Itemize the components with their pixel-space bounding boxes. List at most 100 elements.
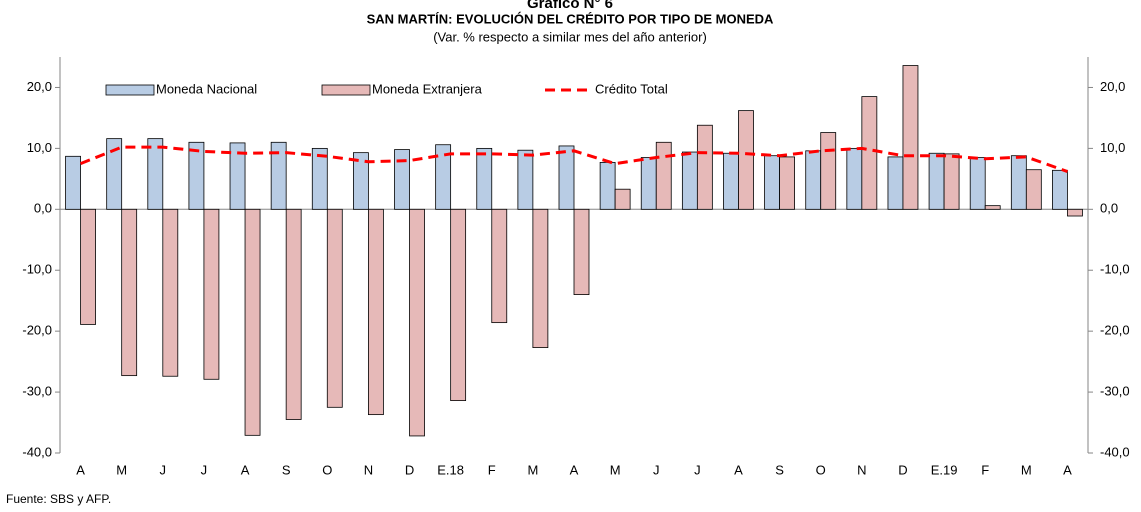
- legend-swatch: [321, 84, 371, 96]
- x-tick-label: M: [527, 462, 538, 477]
- y-tick-label: -20,0: [22, 323, 52, 338]
- bar: [285, 208, 302, 420]
- x-tick-label: E.19: [931, 462, 958, 477]
- x-tick-label: A: [241, 462, 250, 477]
- x-tick-label: M: [116, 462, 127, 477]
- x-tick-label: A: [1063, 462, 1072, 477]
- bar: [928, 152, 945, 210]
- y-tick-label: 20,0: [27, 79, 52, 94]
- bar: [517, 149, 534, 210]
- bar: [311, 147, 328, 210]
- bar: [80, 208, 96, 325]
- bar: [1052, 169, 1068, 210]
- bar: [491, 208, 508, 324]
- chart-note: (Var. % respecto a similar mes del año a…: [433, 29, 707, 44]
- x-tick-label: O: [322, 462, 332, 477]
- y2-tick-label: 20,0: [1100, 79, 1125, 94]
- y-tick-label: 0,0: [34, 201, 52, 216]
- y2-tick-label: -40,0: [1100, 444, 1130, 459]
- x-tick-label: J: [160, 462, 167, 477]
- y-tick-label: -10,0: [22, 262, 52, 277]
- bar: [820, 132, 837, 210]
- x-tick-label: M: [610, 462, 621, 477]
- bar: [723, 152, 739, 210]
- bar: [476, 147, 493, 210]
- bar: [147, 138, 164, 210]
- x-tick-label: J: [694, 462, 701, 477]
- x-tick-label: D: [405, 462, 414, 477]
- bar: [655, 141, 672, 210]
- x-tick-label: O: [816, 462, 826, 477]
- bar: [779, 156, 795, 210]
- bar: [270, 141, 287, 210]
- legend-swatch: [105, 84, 155, 96]
- legend-label: Moneda Nacional: [156, 81, 257, 96]
- line: [80, 145, 1068, 173]
- bar: [738, 110, 754, 210]
- bar: [681, 151, 698, 210]
- bar: [203, 208, 220, 380]
- y2-tick-label: -30,0: [1100, 384, 1130, 399]
- bar: [943, 153, 960, 210]
- bar: [573, 208, 590, 295]
- x-tick-label: N: [364, 462, 373, 477]
- bar: [326, 208, 343, 408]
- x-tick-label: J: [201, 462, 208, 477]
- bar: [244, 208, 261, 436]
- bar: [409, 208, 425, 437]
- bar: [121, 208, 138, 377]
- bar: [969, 157, 986, 210]
- x-tick-label: S: [282, 462, 291, 477]
- bar: [805, 150, 822, 210]
- x-tick-label: E.18: [437, 462, 464, 477]
- x-tick-label: M: [1021, 462, 1032, 477]
- x-tick-label: D: [898, 462, 907, 477]
- x-tick-label: A: [76, 462, 85, 477]
- bar: [599, 161, 616, 210]
- x-tick-label: A: [734, 462, 743, 477]
- bar: [162, 208, 179, 377]
- bar: [846, 147, 863, 210]
- bar: [367, 208, 384, 416]
- bar: [188, 141, 205, 210]
- y2-tick-label: 10,0: [1100, 140, 1125, 155]
- bar: [106, 138, 123, 210]
- x-tick-label: N: [857, 462, 866, 477]
- x-tick-label: S: [775, 462, 784, 477]
- bar: [1010, 155, 1027, 210]
- x-tick-label: F: [488, 462, 496, 477]
- y-tick-label: -30,0: [22, 384, 52, 399]
- bar: [532, 208, 549, 349]
- y2-tick-label: 0,0: [1100, 201, 1118, 216]
- y-tick-label: 10,0: [27, 140, 52, 155]
- bar: [1025, 169, 1042, 210]
- chart-subtitle: SAN MARTÍN: EVOLUCIÓN DEL CRÉDITO POR TI…: [367, 11, 774, 26]
- bar: [640, 157, 657, 210]
- bar: [764, 155, 780, 210]
- bar: [984, 205, 1001, 210]
- bar: [887, 156, 904, 210]
- legend-label: Moneda Extranjera: [372, 81, 483, 96]
- y2-tick-label: -20,0: [1100, 323, 1130, 338]
- y-tick-label: -40,0: [22, 444, 52, 459]
- bar: [435, 144, 452, 210]
- bar: [450, 208, 467, 402]
- bar: [614, 188, 631, 210]
- y2-tick-label: -10,0: [1100, 262, 1130, 277]
- x-tick-label: F: [981, 462, 989, 477]
- x-tick-label: A: [570, 462, 579, 477]
- bar: [394, 149, 410, 210]
- bar: [352, 152, 369, 210]
- bar: [65, 155, 81, 210]
- bar: [229, 142, 246, 210]
- bar: [1067, 208, 1083, 217]
- bar: [696, 124, 713, 210]
- bar: [558, 145, 575, 210]
- chart-title: Gráfico N° 6: [527, 0, 613, 12]
- bar: [861, 96, 878, 210]
- legend-label: Crédito Total: [595, 81, 668, 96]
- source: Fuente: SBS y AFP.: [6, 492, 111, 506]
- bar: [902, 65, 919, 210]
- x-tick-label: J: [653, 462, 660, 477]
